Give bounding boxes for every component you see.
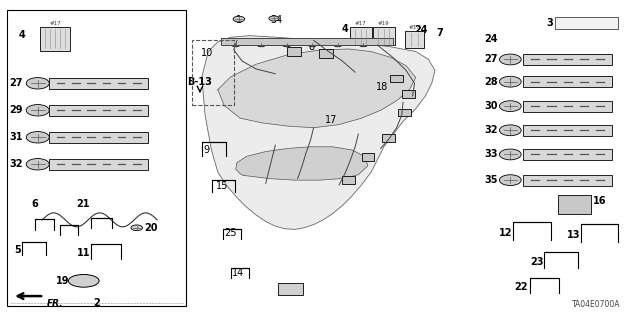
Text: 26: 26: [283, 285, 296, 295]
Text: 32: 32: [10, 159, 23, 169]
Text: 31: 31: [10, 132, 23, 142]
Text: 13: 13: [567, 230, 580, 240]
Bar: [398, 108, 411, 116]
Text: 10: 10: [201, 48, 213, 58]
Circle shape: [26, 78, 49, 89]
Bar: [49, 105, 148, 116]
Text: #17: #17: [49, 21, 61, 26]
Text: 29: 29: [10, 105, 23, 115]
Text: 28: 28: [484, 77, 497, 87]
Bar: [523, 149, 612, 160]
Text: B-13: B-13: [187, 77, 212, 87]
Circle shape: [269, 16, 279, 21]
Bar: [287, 47, 301, 56]
Text: #17: #17: [355, 21, 367, 26]
Circle shape: [131, 225, 143, 231]
Polygon shape: [202, 36, 435, 229]
Bar: [7, 10, 186, 306]
Polygon shape: [218, 49, 416, 128]
Circle shape: [26, 131, 49, 143]
Text: FR.: FR.: [47, 299, 63, 308]
Circle shape: [499, 76, 521, 87]
Bar: [555, 17, 618, 29]
Text: 4: 4: [342, 24, 349, 33]
Text: 18: 18: [376, 82, 388, 92]
Text: 24: 24: [484, 34, 497, 44]
Circle shape: [499, 54, 521, 65]
Text: 19: 19: [56, 276, 70, 286]
Text: 17: 17: [325, 115, 338, 125]
Bar: [557, 196, 591, 214]
Circle shape: [231, 42, 240, 47]
Bar: [49, 78, 148, 89]
Text: 5: 5: [14, 245, 21, 255]
Circle shape: [308, 42, 317, 47]
Text: #19: #19: [378, 21, 390, 26]
Bar: [40, 27, 70, 51]
Bar: [523, 54, 612, 65]
Circle shape: [499, 175, 521, 186]
Text: 8: 8: [308, 42, 315, 52]
Text: 4: 4: [18, 30, 25, 40]
Bar: [390, 75, 403, 83]
Text: 35: 35: [484, 175, 497, 185]
Text: 15: 15: [216, 181, 228, 190]
Text: 24: 24: [415, 25, 428, 35]
Bar: [523, 101, 612, 112]
Bar: [382, 134, 395, 142]
Bar: [278, 283, 303, 295]
Circle shape: [26, 105, 49, 116]
Polygon shape: [236, 147, 368, 180]
Text: 34: 34: [271, 15, 283, 25]
Text: 22: 22: [515, 282, 528, 292]
Circle shape: [257, 42, 266, 47]
Text: 23: 23: [530, 257, 543, 267]
Circle shape: [333, 42, 342, 47]
Text: 27: 27: [484, 55, 497, 64]
Circle shape: [233, 16, 244, 22]
Text: 33: 33: [484, 149, 497, 160]
Text: 16: 16: [593, 197, 606, 206]
Text: 6: 6: [31, 199, 38, 209]
Bar: [373, 27, 395, 46]
Circle shape: [359, 42, 368, 47]
Text: 11: 11: [77, 248, 90, 258]
Text: 30: 30: [484, 101, 497, 111]
Text: 1: 1: [236, 15, 242, 25]
Bar: [405, 31, 424, 48]
Bar: [523, 76, 612, 87]
Circle shape: [499, 149, 521, 160]
Ellipse shape: [68, 274, 99, 287]
Bar: [319, 49, 333, 57]
Text: 7: 7: [436, 28, 443, 38]
Bar: [523, 175, 612, 186]
Bar: [362, 153, 374, 161]
Circle shape: [499, 101, 521, 112]
Text: 21: 21: [77, 199, 90, 209]
Circle shape: [26, 159, 49, 170]
Circle shape: [499, 125, 521, 136]
Text: 2: 2: [93, 298, 100, 308]
Text: 12: 12: [499, 228, 513, 238]
Bar: [192, 40, 234, 105]
Bar: [342, 176, 355, 184]
Text: 3: 3: [547, 18, 553, 28]
Bar: [350, 27, 372, 46]
Text: 25: 25: [225, 228, 237, 238]
Text: TA04E0700A: TA04E0700A: [572, 300, 620, 309]
Text: 14: 14: [232, 268, 244, 278]
Text: 32: 32: [484, 125, 497, 135]
Text: 27: 27: [10, 78, 23, 88]
Text: 9: 9: [204, 145, 209, 155]
Circle shape: [282, 42, 291, 47]
Bar: [221, 38, 394, 45]
Bar: [402, 90, 415, 98]
Bar: [49, 131, 148, 143]
Text: #17: #17: [409, 25, 420, 30]
Bar: [523, 125, 612, 136]
Text: 20: 20: [145, 223, 158, 233]
Bar: [49, 159, 148, 170]
